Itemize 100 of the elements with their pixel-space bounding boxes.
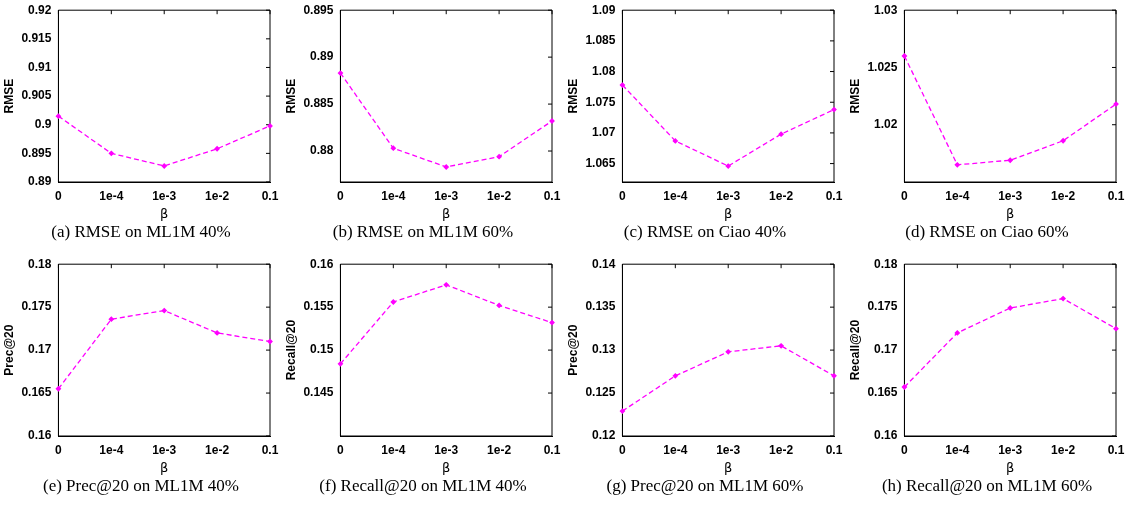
x-tick-label: 1e-3 [716, 188, 741, 203]
text: (e) Prec@20 on ML1M 40% [42, 476, 240, 496]
text: (c) RMSE on Ciao 40% [622, 222, 788, 242]
point [214, 146, 220, 152]
text: (h) Recall@20 on ML1M 60% [880, 476, 1094, 496]
x-tick-label: 0 [901, 188, 909, 203]
x-tick-label: 1e-3 [434, 442, 459, 457]
x-tick-label: 0.1 [825, 188, 843, 203]
x-tick-label: 1e-2 [487, 188, 512, 203]
y-tick-label: 0.15 [310, 342, 334, 357]
text: (g) Prec@20 on ML1M 60% [605, 476, 805, 496]
point [108, 316, 114, 322]
point [1007, 157, 1013, 163]
y-tick-label: 0.165 [21, 385, 52, 400]
x-axis-title: β [442, 205, 451, 221]
point [778, 131, 784, 137]
point [496, 154, 502, 160]
x-tick-label: 1e-2 [769, 188, 794, 203]
x-tick-label: 1e-2 [769, 442, 794, 457]
point [390, 299, 396, 305]
x-tick-label: 1e-4 [945, 442, 970, 457]
x-axis-title: β [724, 205, 733, 221]
y-tick-label: 0.135 [585, 299, 616, 314]
point [108, 150, 114, 157]
point [954, 162, 960, 168]
y-tick-label: 0.16 [310, 256, 334, 271]
x-tick-label: 0 [901, 442, 909, 457]
x-tick-label: 0.1 [261, 188, 279, 203]
x-tick-label: 0.1 [543, 188, 561, 203]
x-tick-label: 1e-2 [487, 442, 512, 457]
x-tick-label: 0.1 [1107, 442, 1125, 457]
y-tick-label: 0.895 [303, 2, 334, 17]
x-tick-label: 1e-4 [381, 442, 406, 457]
y-tick-label: 0.145 [303, 385, 334, 400]
x-tick-label: 0 [55, 188, 63, 203]
y-axis-title: Recall@20 [283, 319, 298, 381]
text: (f) Recall@20 on ML1M 40% [318, 476, 528, 496]
x-axis-title: β [442, 459, 451, 475]
x-tick-label: 0 [55, 442, 63, 457]
x-tick-label: 1e-2 [205, 188, 230, 203]
point [267, 123, 273, 129]
x-tick-label: 0 [337, 442, 345, 457]
y-tick-label: 0.12 [592, 428, 616, 443]
y-tick-label: 1.09 [592, 2, 616, 17]
y-tick-label: 0.895 [21, 145, 52, 160]
point [1113, 101, 1119, 107]
x-tick-label: 1e-4 [945, 188, 970, 203]
y-tick-label: 0.9 [34, 117, 52, 132]
x-tick-label: 0.1 [825, 442, 843, 457]
y-tick-label: 0.89 [310, 49, 334, 64]
x-axis-title: β [1006, 459, 1015, 475]
x-tick-label: 0 [619, 188, 627, 203]
point [831, 373, 837, 379]
point [954, 330, 960, 336]
y-tick-label: 0.125 [585, 385, 616, 400]
text: (b) RMSE on ML1M 60% [331, 222, 515, 242]
x-tick-label: 1e-3 [152, 188, 177, 203]
point [619, 408, 626, 414]
point [901, 53, 908, 59]
x-axis-title: β [1006, 205, 1015, 221]
y-axis-title: Prec@20 [1, 324, 16, 376]
x-axis-title: β [160, 205, 169, 221]
y-tick-label: 0.91 [28, 59, 52, 74]
point [161, 163, 167, 169]
point [619, 82, 626, 88]
y-tick-label: 0.14 [592, 256, 616, 271]
x-tick-label: 1e-2 [1051, 188, 1076, 203]
x-tick-label: 1e-3 [152, 442, 177, 457]
y-tick-label: 0.915 [21, 31, 52, 46]
point [1007, 305, 1013, 311]
y-tick-label: 0.885 [303, 96, 334, 111]
point [672, 373, 678, 379]
x-axis-title: β [724, 459, 733, 475]
x-tick-label: 1e-2 [205, 442, 230, 457]
y-tick-label: 0.13 [592, 342, 616, 357]
y-tick-label: 0.16 [874, 428, 898, 443]
x-tick-label: 0.1 [543, 442, 561, 457]
x-tick-label: 1e-4 [663, 442, 688, 457]
y-tick-label: 0.18 [28, 256, 52, 271]
y-tick-label: 1.065 [585, 155, 616, 170]
point [1113, 325, 1119, 332]
x-tick-label: 1e-4 [663, 188, 688, 203]
y-tick-label: 0.905 [21, 88, 52, 103]
x-axis-title: β [160, 459, 169, 475]
y-tick-label: 0.17 [28, 342, 52, 357]
y-axis-title: RMSE [1, 78, 16, 114]
y-axis-title: Prec@20 [565, 324, 580, 376]
point [443, 282, 449, 288]
point [1060, 295, 1066, 302]
point [549, 319, 555, 326]
point [496, 302, 502, 309]
y-tick-label: 0.18 [874, 256, 898, 271]
point [831, 106, 837, 113]
point [337, 70, 344, 76]
point [725, 163, 731, 169]
point [443, 164, 449, 170]
point [672, 138, 678, 144]
x-tick-label: 0 [619, 442, 627, 457]
y-tick-label: 0.17 [874, 342, 898, 357]
y-tick-label: 1.08 [592, 63, 616, 78]
